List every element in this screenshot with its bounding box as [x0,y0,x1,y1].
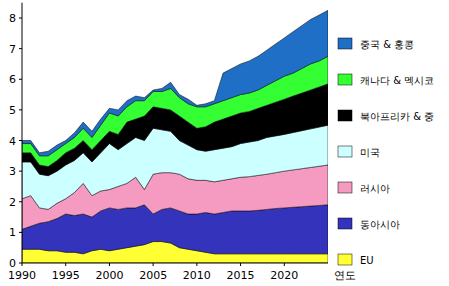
y-tick [19,48,22,49]
y-tick [19,201,22,202]
legend-swatch [338,38,352,49]
x-tick [284,263,285,266]
y-tick-label: 2 [9,196,16,209]
x-tick [196,263,197,266]
y-tick [19,140,22,141]
legend-swatch [338,182,352,193]
y-tick [19,171,22,172]
x-tick-label: 1990 [8,269,36,282]
x-tick-label: 2010 [183,269,211,282]
x-tick [109,263,110,266]
legend-label: 러시아 [360,183,390,194]
y-tick-label: 8 [9,12,16,25]
y-tick-label: 5 [9,104,16,117]
legend-label: 동아시아 [360,219,400,230]
y-tick-label: 1 [9,226,16,239]
areas [22,10,328,263]
legend: 중국 & 홍콩캐나다 & 멕시코북아프리카 & 중미국러시아동아시아 EU [338,38,434,266]
y-tick [19,18,22,19]
y-tick-label: 6 [9,73,16,86]
x-tick-label: 1995 [52,269,80,282]
x-tick-label: 2000 [95,269,123,282]
legend-label: 북아프리카 & 중 [360,111,434,122]
y-tick-label: 3 [9,165,16,178]
x-tick-label: 2015 [227,269,255,282]
legend-swatch [338,74,352,85]
x-tick [153,263,154,266]
x-axis [22,263,328,264]
y-tick-label: 4 [9,135,16,148]
x-tick [22,263,23,266]
y-tick [19,79,22,80]
x-axis-label: 연도 [334,269,356,282]
y-axis [22,3,23,263]
legend-swatch [338,254,352,265]
y-tick [19,232,22,233]
x-tick-label: 2020 [270,269,298,282]
area-6 [22,10,328,155]
legend-label: 미국 [360,147,380,158]
x-tick [240,263,241,266]
legend-swatch [338,146,352,157]
y-tick-label: 7 [9,43,16,56]
legend-swatch [338,218,352,229]
area-3 [22,125,328,209]
legend-swatch [338,110,352,121]
legend-label: 중국 & 홍콩 [360,39,414,50]
chart: 0123456781990199520002005201020152020연도중… [0,0,449,286]
x-tick-label: 2005 [139,269,167,282]
legend-label: 캐나다 & 멕시코 [360,75,434,86]
legend-label: EU [360,255,374,266]
x-tick [65,263,66,266]
y-tick [19,109,22,110]
